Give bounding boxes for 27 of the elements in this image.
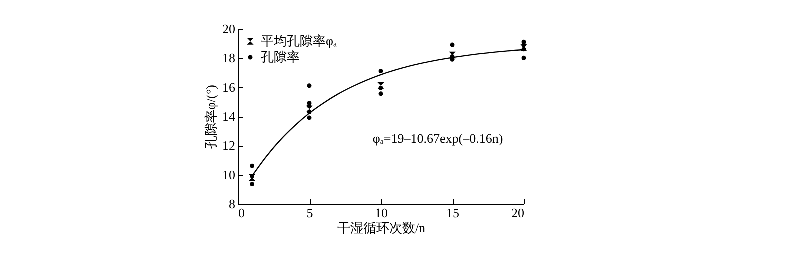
y-tick-label: 14 bbox=[222, 109, 236, 124]
point bbox=[307, 116, 312, 120]
x-axis-title: 干湿循环次数/n bbox=[337, 220, 426, 236]
x-tick-label: 0 bbox=[238, 206, 245, 220]
point bbox=[520, 44, 528, 52]
x-tick-label: 5 bbox=[306, 206, 314, 220]
y-tick-label: 10 bbox=[222, 167, 236, 182]
y-tick-label: 16 bbox=[222, 80, 236, 95]
point bbox=[522, 56, 526, 60]
point bbox=[250, 182, 255, 187]
annotation: φₐ=19–10.67exp(–0.16n) bbox=[372, 131, 504, 146]
y-axis-title: 孔隙率φ/(°) bbox=[204, 85, 218, 149]
y-tick-label: 18 bbox=[222, 50, 236, 66]
x-tick-label: 20 bbox=[512, 206, 524, 220]
y-tick-label: 8 bbox=[229, 196, 236, 212]
point bbox=[378, 92, 384, 96]
x-tick-label: 10 bbox=[375, 206, 388, 220]
point bbox=[378, 82, 384, 90]
point bbox=[450, 42, 455, 48]
y-tick-label: 20 bbox=[222, 22, 236, 36]
legend-label: 平均孔隙率φₐ bbox=[261, 34, 338, 48]
y-tick-label: 12 bbox=[222, 138, 236, 154]
point bbox=[250, 164, 255, 168]
x-tick-label: 15 bbox=[446, 206, 460, 220]
point bbox=[378, 69, 384, 74]
point bbox=[307, 84, 312, 88]
legend-label: 孔隙率 bbox=[261, 50, 300, 64]
